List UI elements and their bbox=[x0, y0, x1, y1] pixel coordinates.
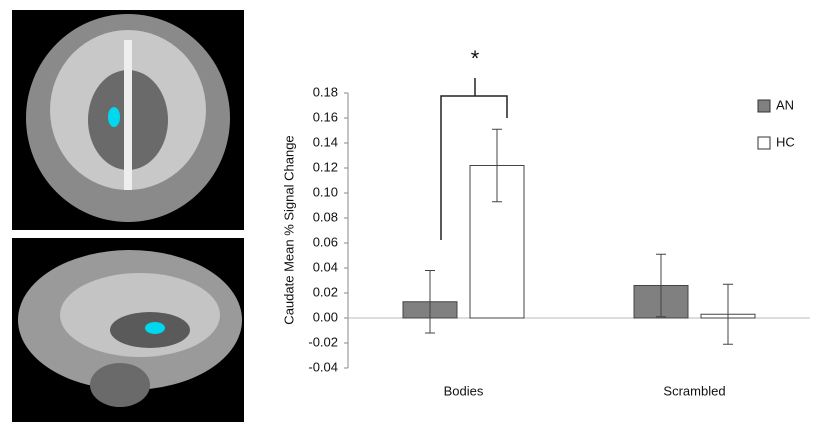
significance-star: * bbox=[471, 46, 480, 71]
x-tick-label: Bodies bbox=[444, 383, 484, 398]
y-tick-label: -0.02 bbox=[308, 334, 338, 349]
y-tick-label: -0.04 bbox=[308, 359, 338, 374]
y-tick-label: 0.18 bbox=[313, 84, 338, 99]
y-tick-label: 0.14 bbox=[313, 134, 338, 149]
y-axis-label: Caudate Mean % Signal Change bbox=[281, 135, 296, 324]
y-tick-label: 0.06 bbox=[313, 234, 338, 249]
figure: Caudate Mean % Signal Change * 0.18 0.16 0… bbox=[0, 0, 819, 432]
legend-label: AN bbox=[776, 97, 794, 112]
y-tick-label: 0.16 bbox=[313, 109, 338, 124]
legend-label: HC bbox=[776, 134, 795, 149]
brain-coronal bbox=[12, 10, 244, 230]
y-tick-label: 0.08 bbox=[313, 209, 338, 224]
y-tick-label: 0.02 bbox=[313, 284, 338, 299]
legend-swatch bbox=[758, 100, 770, 112]
y-tick-label: 0.04 bbox=[313, 259, 338, 274]
x-tick-label: Scrambled bbox=[663, 383, 725, 398]
y-tick-label: 0.10 bbox=[313, 184, 338, 199]
legend-swatch bbox=[758, 137, 770, 149]
brain-sagittal bbox=[12, 238, 244, 422]
y-tick-label: 0.00 bbox=[313, 309, 338, 324]
y-tick-label: 0.12 bbox=[313, 159, 338, 174]
